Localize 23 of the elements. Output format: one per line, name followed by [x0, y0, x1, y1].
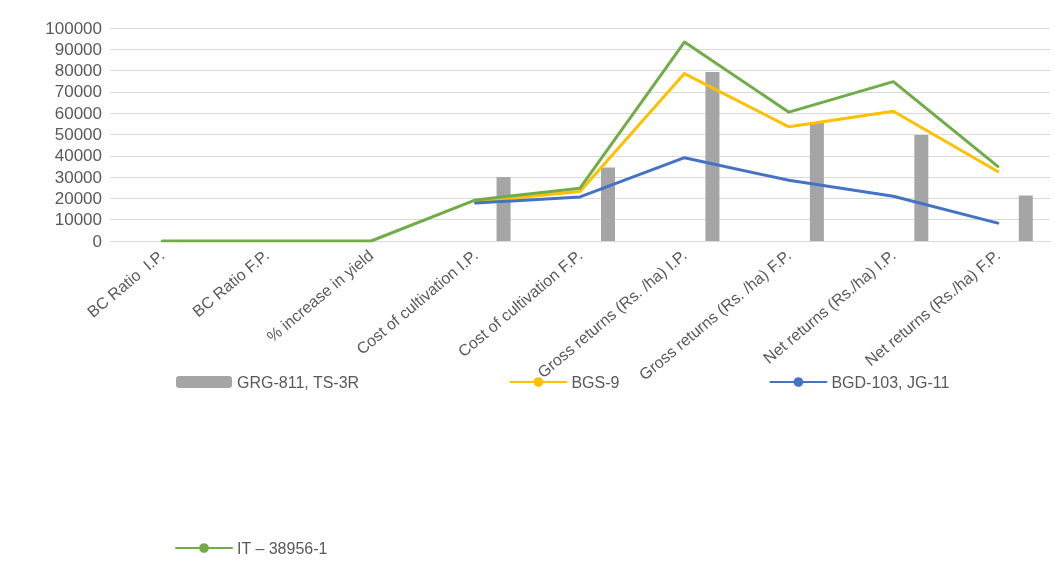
legend-label: GRG-811, TS-3R: [237, 373, 360, 391]
y-tick-label: 30000: [54, 167, 102, 187]
y-tick-label: 90000: [54, 39, 102, 59]
line-series: [160, 40, 1000, 243]
bar: [914, 134, 929, 241]
bar: [601, 167, 615, 241]
bar: [1018, 195, 1033, 241]
y-tick-label: 50000: [54, 125, 102, 144]
legend-label: IT – 38956-1: [237, 539, 328, 557]
bar: [705, 71, 720, 241]
y-tick-label: 20000: [54, 188, 102, 208]
y-tick-label: 100000: [45, 18, 102, 38]
line-series: [474, 72, 1000, 204]
y-tick-label: 0: [92, 231, 102, 251]
y-tick-label: 40000: [54, 146, 102, 166]
y-tick-label: 10000: [54, 210, 102, 230]
legend-label: BGS-9: [571, 373, 620, 391]
y-tick-label: 70000: [54, 82, 102, 102]
bar: [809, 122, 824, 241]
legend-label: BGD-103, JG-11: [831, 373, 950, 391]
y-tick-label: 60000: [54, 103, 102, 123]
y-tick-label: 80000: [54, 61, 102, 81]
line-series: [474, 156, 1000, 225]
